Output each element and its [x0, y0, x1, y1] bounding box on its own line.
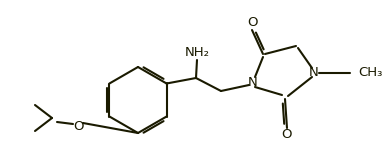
Text: CH₃: CH₃: [358, 67, 383, 80]
Text: O: O: [73, 120, 83, 133]
Text: O: O: [282, 128, 292, 141]
Text: O: O: [247, 16, 257, 30]
Text: N: N: [248, 75, 258, 89]
Text: N: N: [309, 67, 319, 80]
Text: NH₂: NH₂: [185, 45, 210, 59]
